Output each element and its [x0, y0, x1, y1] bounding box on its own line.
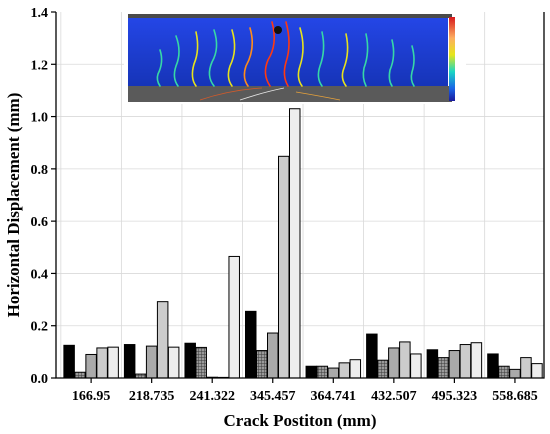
- y-axis-title: Horizontal Displacement (mm): [4, 93, 23, 318]
- bar-432.507-s2: [377, 359, 389, 379]
- inset-color-scale: [449, 17, 455, 101]
- bar-432.507-s3: [388, 347, 400, 379]
- y-tick-label: 0.4: [31, 267, 49, 282]
- y-tick-label: 0.2: [31, 320, 49, 335]
- bar-241.322-s2: [195, 346, 207, 379]
- x-axis-title: Crack Postiton (mm): [224, 411, 377, 430]
- bar-495.323-s1: [426, 349, 439, 379]
- y-tick-label: 1.0: [31, 111, 49, 126]
- x-tick-label: 241.322: [189, 389, 235, 404]
- bar-218.735-s5: [167, 346, 180, 379]
- y-tick-label: 0.6: [31, 215, 49, 230]
- x-tick-label: 558.685: [492, 389, 538, 404]
- bar-432.507-s5: [410, 353, 422, 379]
- bar-364.741-s3: [327, 367, 340, 379]
- bar-345.457-s5: [289, 108, 301, 379]
- bar-432.507-s4: [399, 341, 411, 379]
- x-tick-label: 166.95: [72, 389, 111, 404]
- bar-495.323-s3: [448, 350, 461, 379]
- bar-495.323-s4: [459, 344, 472, 379]
- bar-166.95-s3: [85, 353, 97, 379]
- bar-495.323-s5: [470, 342, 483, 379]
- bar-364.741-s4: [338, 362, 351, 379]
- bar-218.735-s3: [145, 345, 158, 379]
- x-tick-label: 495.323: [432, 389, 478, 404]
- bar-241.322-s1: [184, 342, 196, 379]
- bar-558.685-s3: [509, 368, 521, 379]
- bar-432.507-s1: [366, 333, 378, 379]
- bar-364.741-s1: [305, 365, 318, 379]
- inset-top-strip: [128, 14, 452, 18]
- bar-558.685-s1: [487, 353, 499, 379]
- inset-wires: [199, 87, 341, 101]
- bar-495.323-s2: [437, 357, 450, 379]
- bar-345.457-s4: [278, 155, 290, 379]
- bar-364.741-s2: [316, 365, 329, 379]
- bar-218.735-s1: [123, 344, 136, 379]
- bar-241.322-s5: [228, 255, 240, 379]
- y-tick-label: 0.8: [31, 163, 49, 178]
- y-tick-label: 1.2: [31, 58, 49, 73]
- bar-345.457-s1: [245, 310, 257, 379]
- bar-345.457-s3: [267, 332, 279, 379]
- bar-166.95-s4: [96, 347, 108, 379]
- bar-166.95-s1: [63, 344, 75, 379]
- plot-frame: [55, 12, 545, 379]
- bar-558.685-s5: [531, 363, 543, 379]
- x-axis: 166.95 218.735 241.322 345.457 364.741 432.50…: [72, 378, 538, 404]
- x-tick-label: 345.457: [250, 389, 296, 404]
- y-tick-label: 1.4: [31, 6, 49, 21]
- crack-contour-inset: [124, 12, 466, 104]
- bar-166.95-s5: [107, 346, 119, 379]
- x-tick-label: 364.741: [311, 389, 357, 404]
- bar-558.685-s4: [520, 357, 532, 379]
- bars-group: [63, 108, 543, 379]
- x-tick-label: 218.735: [129, 389, 175, 404]
- bar-558.685-s2: [498, 365, 510, 379]
- inset-support-strip: [128, 86, 452, 102]
- bar-345.457-s2: [256, 350, 268, 379]
- bar-218.735-s4: [156, 301, 169, 379]
- y-tick-label: 0.0: [31, 372, 49, 387]
- y-axis: 0.0 0.2 0.4 0.6 0.8 1.0 1.2 1.4: [31, 6, 56, 387]
- bar-166.95-s2: [74, 371, 86, 379]
- bar-364.741-s5: [349, 359, 362, 379]
- inset-crack-lines: [156, 21, 415, 87]
- inset-sensor: [274, 26, 282, 34]
- x-tick-label: 432.507: [371, 389, 417, 404]
